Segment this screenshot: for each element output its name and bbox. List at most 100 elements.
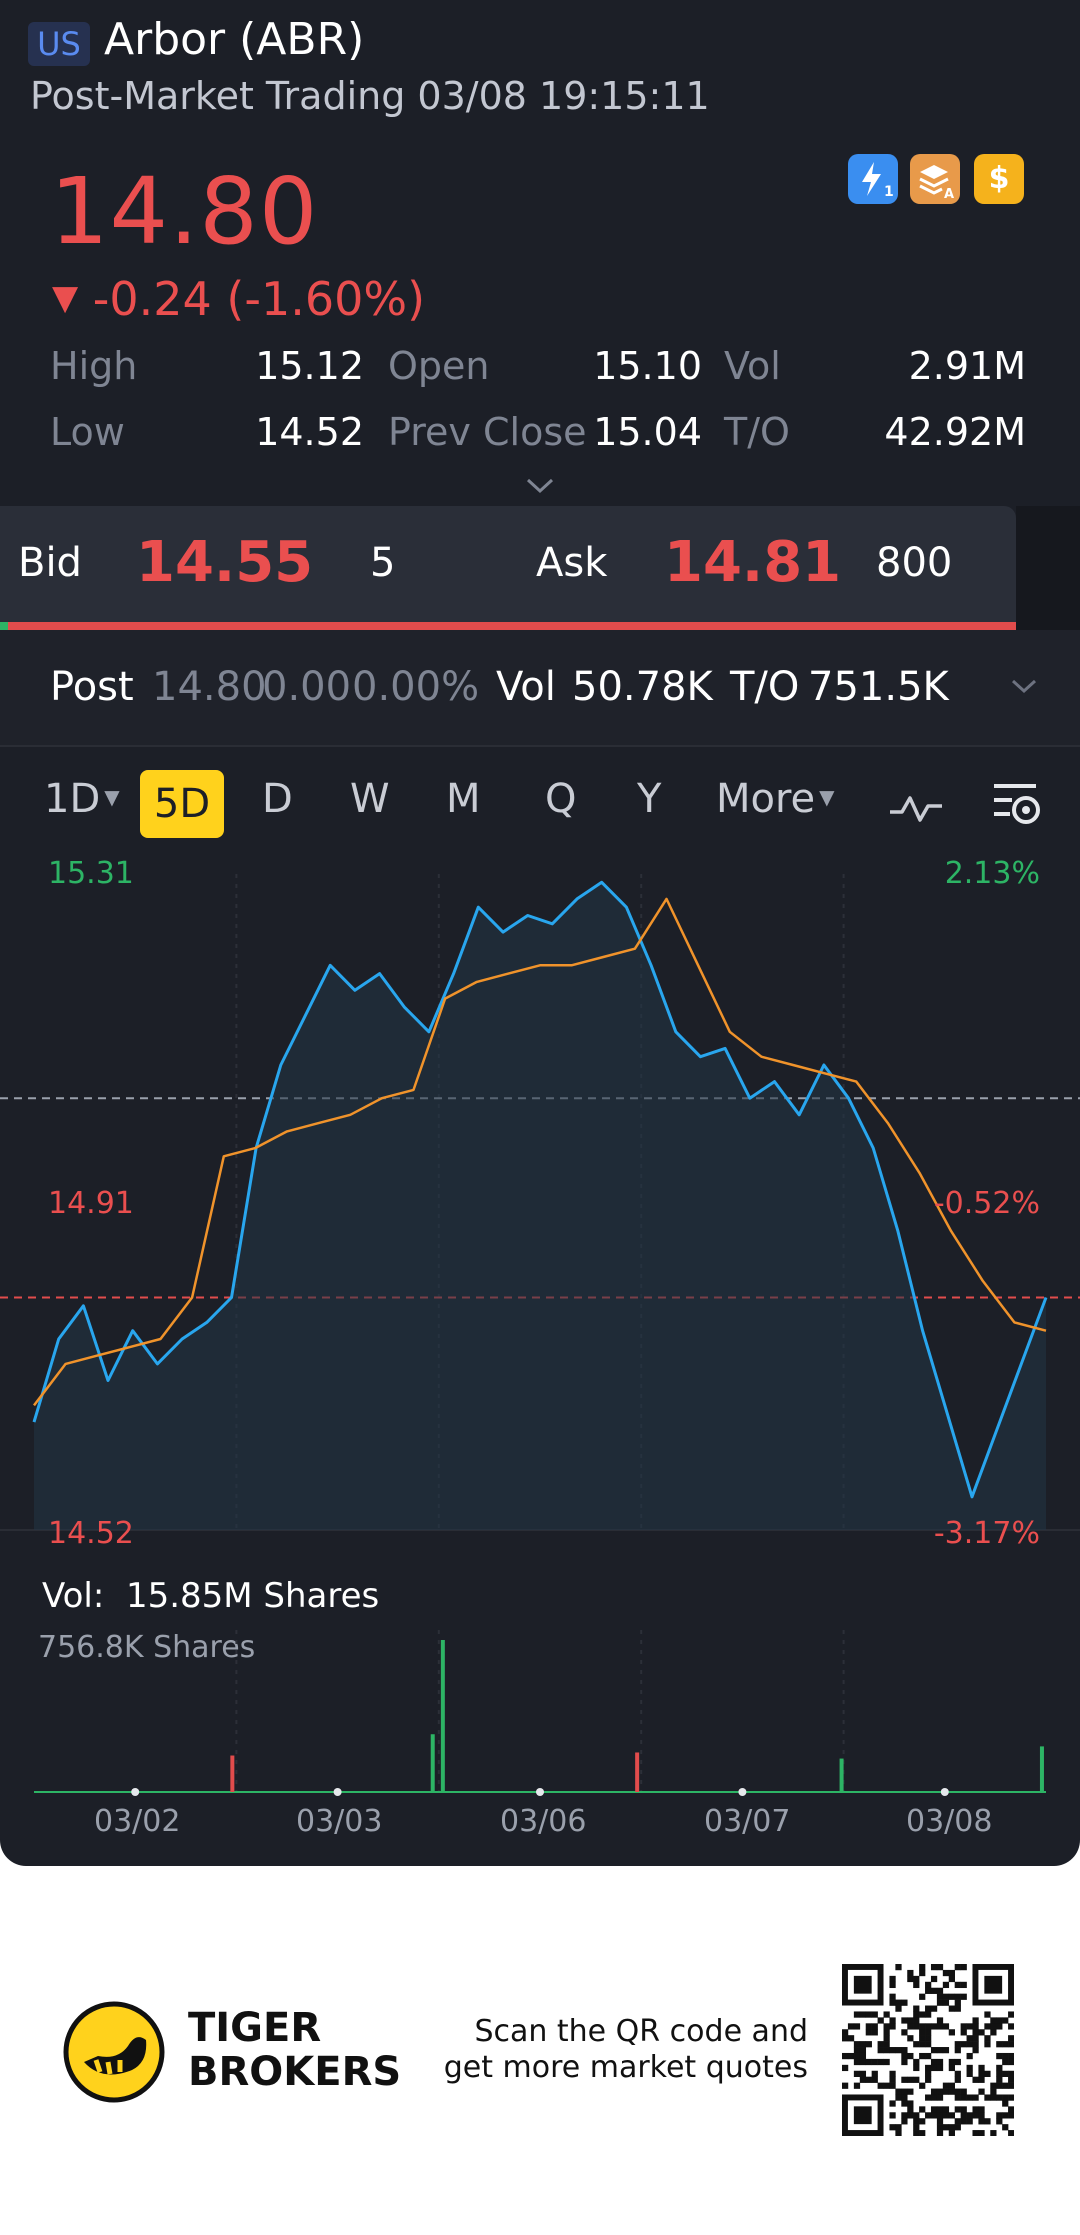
lightning-1-icon[interactable]: 1	[848, 154, 898, 204]
volume-bar	[1039, 1746, 1044, 1792]
qr-module	[942, 2023, 950, 2030]
qr-module	[907, 2106, 914, 2113]
qr-module	[978, 2106, 985, 2113]
qr-module	[960, 2088, 967, 2095]
qr-module	[936, 2058, 944, 2066]
dollar-icon[interactable]: $	[974, 154, 1024, 204]
change-value: -0.24 (-1.60%)	[92, 272, 426, 326]
brand-name-line1: TIGER	[188, 2005, 322, 2051]
qr-module	[984, 2094, 991, 2101]
qr-module	[942, 1999, 950, 2006]
tab-month[interactable]: M	[446, 776, 481, 822]
chevron-down-icon[interactable]	[522, 474, 558, 502]
qr-module	[1008, 2058, 1014, 2066]
post-expand-chevron-icon[interactable]	[1008, 676, 1040, 702]
qr-module	[925, 2076, 932, 2083]
qr-module	[954, 2094, 961, 2101]
open-label: Open	[388, 344, 490, 388]
qr-module	[954, 2047, 961, 2054]
qr-module	[990, 2017, 997, 2024]
post-price: 14.80	[152, 664, 267, 710]
y-tick-left-top: 15.31	[48, 856, 134, 891]
qr-module	[1008, 2011, 1014, 2018]
volume-bar	[635, 1752, 640, 1792]
market-badge: US	[28, 22, 90, 66]
volume-bar	[430, 1734, 435, 1792]
qr-module	[996, 2094, 1003, 2101]
qr-module	[883, 2047, 890, 2054]
qr-module	[1002, 2124, 1009, 2131]
qr-module	[913, 2058, 920, 2066]
qr-module	[901, 2088, 908, 2095]
qr-module	[954, 2070, 961, 2077]
qr-module	[1008, 2023, 1014, 2030]
qr-module	[907, 2112, 914, 2119]
qr-module	[948, 2064, 955, 2072]
qr-module	[936, 2130, 944, 2136]
tab-1d[interactable]: 1D ▼	[44, 776, 120, 822]
bid-size: 5	[370, 540, 396, 586]
qr-module	[919, 2029, 926, 2036]
qr-module	[871, 2029, 878, 2036]
qr-module	[919, 1964, 926, 1971]
price-chart[interactable]	[0, 860, 1080, 1570]
qr-module	[865, 2076, 872, 2083]
qr-module	[930, 2023, 938, 2030]
post-market-row[interactable]	[0, 630, 1080, 746]
qr-module	[901, 2017, 908, 2024]
qr-module	[871, 2058, 878, 2066]
tab-year[interactable]: Y	[637, 776, 662, 822]
tab-more[interactable]: More ▼	[716, 776, 835, 822]
qr-module	[960, 2118, 967, 2125]
prev-close-label: Prev Close	[388, 410, 587, 454]
chart-settings-icon[interactable]	[990, 780, 1046, 836]
tab-quarter[interactable]: Q	[545, 776, 577, 822]
post-vol-label: Vol	[496, 664, 556, 710]
qr-module	[948, 2130, 955, 2136]
volume-title: Vol: 15.85M Shares	[42, 1576, 380, 1616]
volume-scale: 756.8K Shares	[38, 1630, 256, 1665]
qr-module	[972, 2076, 979, 2083]
last-price: 14.80	[50, 158, 319, 265]
qr-cta-line2: get more market quotes	[443, 2050, 808, 2085]
qr-module	[889, 1975, 896, 1983]
qr-module	[1008, 2035, 1014, 2042]
qr-module	[901, 1999, 908, 2006]
ask-price: 14.81	[664, 530, 842, 595]
qr-module	[925, 1987, 932, 1994]
x-tick-day-2: 03/03	[296, 1804, 383, 1839]
qr-module	[966, 2023, 973, 2030]
qr-module	[936, 2112, 944, 2119]
qr-module	[925, 2005, 932, 2012]
qr-module	[954, 2041, 961, 2048]
qr-module	[954, 1999, 961, 2006]
qr-module	[913, 2112, 920, 2119]
qr-module	[966, 2035, 973, 2042]
qr-module	[913, 2076, 920, 2083]
qr-module	[978, 2118, 985, 2125]
qr-module	[954, 1993, 961, 2000]
qr-module	[859, 2076, 867, 2083]
tab-week[interactable]: W	[350, 776, 390, 822]
volume-chart[interactable]	[0, 1560, 1080, 1820]
tab-5d[interactable]: 5D	[140, 770, 224, 838]
qr-module	[972, 2017, 979, 2024]
qr-module	[960, 2112, 967, 2119]
qr-module	[972, 2130, 979, 2136]
qr-module	[966, 2070, 973, 2077]
tab-day[interactable]: D	[262, 776, 293, 822]
layers-a-icon[interactable]: A	[910, 154, 960, 204]
qr-module	[883, 2082, 890, 2089]
qr-module	[960, 2106, 967, 2113]
indicator-wave-icon[interactable]	[886, 786, 946, 834]
qr-module	[990, 2029, 997, 2036]
bid-price: 14.55	[136, 530, 314, 595]
qr-module	[990, 2082, 997, 2089]
qr-module	[1008, 2076, 1014, 2083]
y-tick-right-mid: -0.52%	[933, 1186, 1040, 1221]
qr-module	[913, 2064, 920, 2072]
qr-module	[907, 2035, 914, 2042]
qr-module	[901, 2076, 908, 2083]
qr-module	[942, 2106, 950, 2113]
svg-text:1: 1	[884, 184, 894, 200]
